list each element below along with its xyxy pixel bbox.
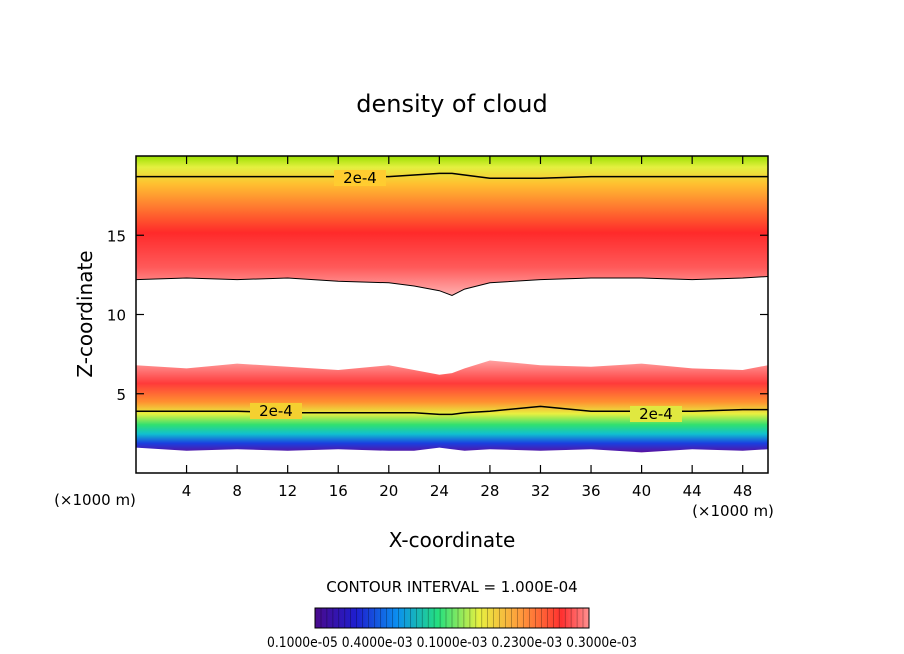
x-tick-label: 20 xyxy=(379,482,398,500)
y-tick-label: 10 xyxy=(107,307,126,325)
x-axis-label: X-coordinate xyxy=(389,528,516,552)
lower-cloud-layer xyxy=(136,360,768,453)
x-tick-label: 4 xyxy=(182,482,192,500)
x-tick-label: 28 xyxy=(480,482,499,500)
y-unit-label: (×1000 m) xyxy=(54,491,136,509)
x-tick-label: 24 xyxy=(430,482,449,500)
upper-contour-line xyxy=(136,172,768,179)
x-tick-label: 16 xyxy=(329,482,348,500)
plot-area xyxy=(136,156,768,453)
x-tick-label: 36 xyxy=(581,482,600,500)
colorbar-dividers xyxy=(320,608,584,628)
contour-labels: 2e-4 2e-4 2e-4 xyxy=(250,169,682,423)
contour-label: 2e-4 xyxy=(343,169,377,187)
contour-label: 2e-4 xyxy=(639,405,673,423)
x-tick-label: 44 xyxy=(683,482,702,500)
colorbar xyxy=(314,607,590,629)
upper-layer-edge-contour xyxy=(136,276,768,297)
x-tick-label: 40 xyxy=(632,482,651,500)
contour-label: 2e-4 xyxy=(259,402,293,420)
upper-cloud-layer xyxy=(136,156,768,296)
x-tick-label: 8 xyxy=(232,482,242,500)
x-tick-label: 12 xyxy=(278,482,297,500)
contour-interval: CONTOUR INTERVAL = 1.000E-04 xyxy=(326,578,577,596)
colorbar-tick-labels: 0.1000e-05 0.4000e-03 0.1000e-03 0.2300e… xyxy=(267,635,637,651)
x-axis-ticks: 4 8 12 16 20 24 28 32 36 40 44 48 xyxy=(182,156,752,500)
y-axis-ticks: 5 10 15 xyxy=(107,227,768,404)
y-axis-label: Z-coordinate xyxy=(73,250,97,377)
y-tick-label: 15 xyxy=(107,227,126,245)
x-tick-label: 32 xyxy=(531,482,550,500)
x-unit-label: (×1000 m) xyxy=(692,502,774,520)
chart-title: density of cloud xyxy=(356,90,547,118)
x-tick-label: 48 xyxy=(733,482,752,500)
y-tick-label: 5 xyxy=(116,386,126,404)
